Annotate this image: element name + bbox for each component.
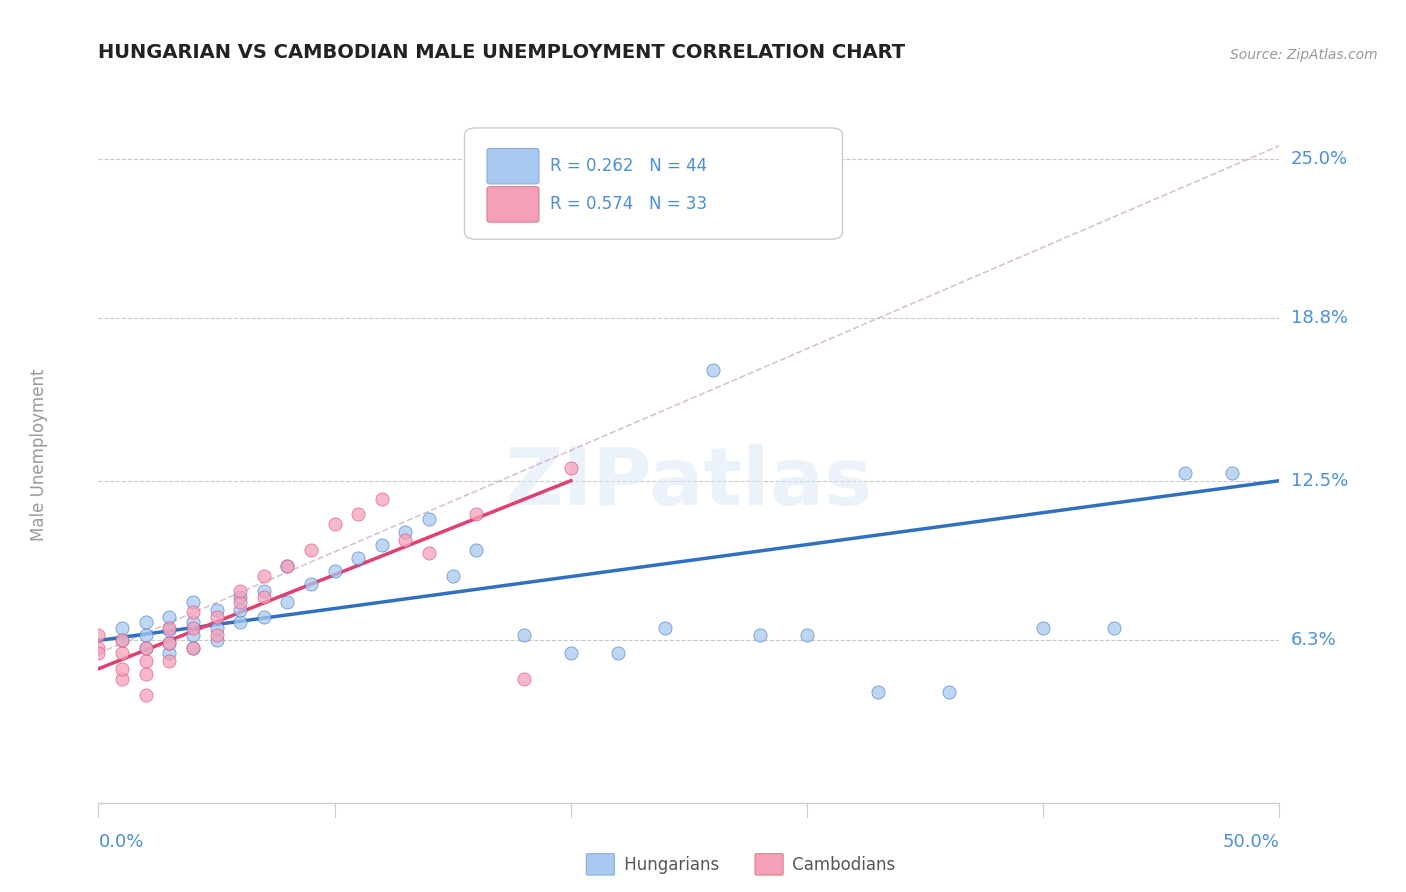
Point [276, 558, 298, 573]
Point [560, 646, 582, 660]
Point [157, 610, 180, 624]
Point [253, 610, 276, 624]
Point [394, 533, 416, 547]
Point [654, 621, 676, 635]
Point [87, 628, 110, 642]
Point [748, 628, 770, 642]
Point [323, 564, 346, 578]
Point [441, 569, 464, 583]
Point [253, 569, 276, 583]
Text: HUNGARIAN VS CAMBODIAN MALE UNEMPLOYMENT CORRELATION CHART: HUNGARIAN VS CAMBODIAN MALE UNEMPLOYMENT… [98, 44, 905, 62]
Text: ZIPatlas: ZIPatlas [505, 443, 873, 522]
Point [607, 646, 630, 660]
Point [1220, 466, 1243, 480]
Point [1102, 621, 1125, 635]
Point [135, 628, 157, 642]
Point [347, 551, 370, 566]
Point [253, 584, 276, 599]
Text: R = 0.574   N = 33: R = 0.574 N = 33 [550, 195, 707, 213]
Text: Male Unemployment: Male Unemployment [31, 368, 48, 541]
Point [135, 641, 157, 656]
Point [181, 615, 204, 630]
Point [229, 615, 252, 630]
Text: 0.0%: 0.0% [98, 833, 143, 851]
Point [276, 595, 298, 609]
Point [229, 590, 252, 604]
Point [253, 590, 276, 604]
Point [394, 525, 416, 540]
Point [135, 654, 157, 668]
Point [157, 621, 180, 635]
FancyBboxPatch shape [486, 186, 538, 222]
Text: Hungarians: Hungarians [619, 856, 718, 874]
Point [111, 662, 134, 676]
FancyBboxPatch shape [464, 128, 842, 239]
Point [512, 672, 534, 686]
Point [205, 610, 228, 624]
Point [205, 602, 228, 616]
Text: R = 0.262   N = 44: R = 0.262 N = 44 [550, 157, 707, 175]
Point [229, 595, 252, 609]
Point [276, 558, 298, 573]
Point [111, 672, 134, 686]
Point [512, 628, 534, 642]
Point [135, 641, 157, 656]
Text: 18.8%: 18.8% [1291, 310, 1347, 327]
Point [205, 628, 228, 642]
Point [229, 602, 252, 616]
Point [560, 460, 582, 475]
Point [135, 688, 157, 702]
Point [111, 621, 134, 635]
Point [87, 641, 110, 656]
Point [111, 646, 134, 660]
Point [299, 576, 322, 591]
Point [181, 641, 204, 656]
FancyBboxPatch shape [486, 148, 538, 184]
Point [229, 584, 252, 599]
Point [418, 546, 440, 560]
Point [205, 621, 228, 635]
Text: Cambodians: Cambodians [787, 856, 896, 874]
Point [1032, 621, 1054, 635]
Text: 6.3%: 6.3% [1291, 632, 1336, 649]
Text: 12.5%: 12.5% [1291, 472, 1348, 490]
Point [87, 646, 110, 660]
Text: 25.0%: 25.0% [1291, 150, 1348, 168]
Point [347, 507, 370, 521]
Point [181, 641, 204, 656]
Point [323, 517, 346, 532]
Point [702, 363, 724, 377]
Point [181, 595, 204, 609]
Point [111, 633, 134, 648]
Point [157, 636, 180, 650]
Point [371, 538, 394, 552]
Text: 50.0%: 50.0% [1223, 833, 1279, 851]
Point [157, 623, 180, 637]
Point [205, 633, 228, 648]
Point [465, 543, 488, 558]
Point [371, 491, 394, 506]
Point [465, 507, 488, 521]
Point [157, 636, 180, 650]
Point [299, 543, 322, 558]
Point [1174, 466, 1197, 480]
Point [111, 633, 134, 648]
Point [938, 685, 960, 699]
Point [135, 667, 157, 681]
Point [796, 628, 818, 642]
Point [181, 621, 204, 635]
Point [418, 512, 440, 526]
Point [157, 654, 180, 668]
Text: Source: ZipAtlas.com: Source: ZipAtlas.com [1230, 48, 1378, 62]
Point [157, 646, 180, 660]
Point [135, 615, 157, 630]
Point [181, 628, 204, 642]
Point [866, 685, 889, 699]
Point [181, 605, 204, 619]
